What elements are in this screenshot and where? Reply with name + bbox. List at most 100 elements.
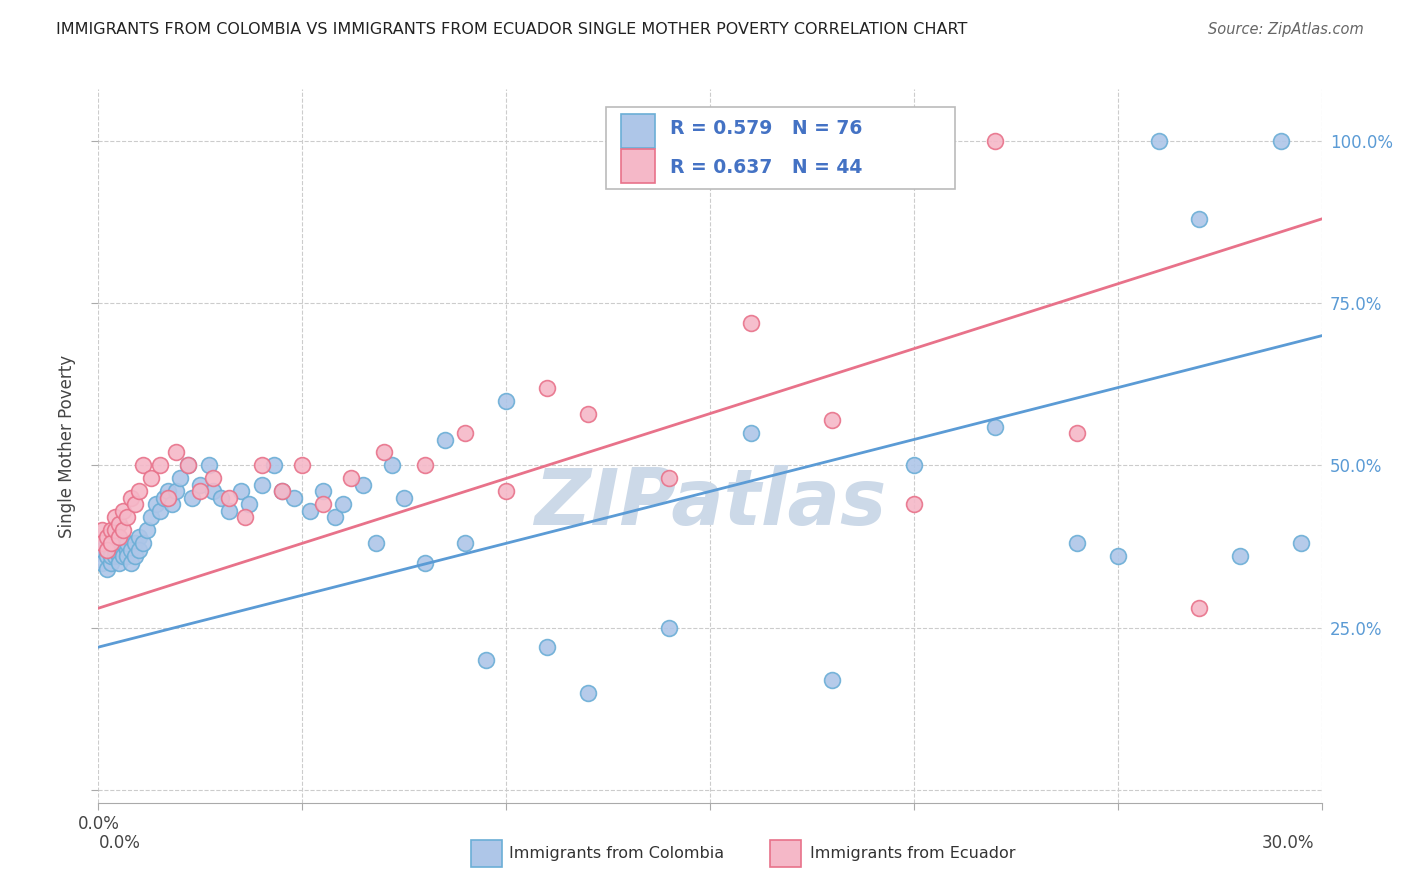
Point [392,491,416,505]
Point [270,484,294,499]
Point [181,491,204,505]
Point [100,542,122,557]
Point [1066,425,1088,440]
Point [238,497,260,511]
Point [111,549,134,564]
Point [903,497,925,511]
Text: Immigrants from Ecuador: Immigrants from Ecuador [810,847,1015,861]
Point [128,484,150,499]
Text: ZIPatlas: ZIPatlas [534,465,886,541]
Point [323,510,346,524]
Point [120,556,142,570]
FancyBboxPatch shape [620,149,655,184]
Point [903,458,925,473]
Point [149,458,172,473]
Point [104,524,127,538]
Point [111,542,134,557]
Point [1270,134,1292,148]
Point [91,556,114,570]
Y-axis label: Single Mother Poverty: Single Mother Poverty [58,354,76,538]
Point [156,491,179,505]
Point [132,458,155,473]
Point [250,478,273,492]
Point [108,536,131,550]
Point [108,549,131,564]
Text: IMMIGRANTS FROM COLOMBIA VS IMMIGRANTS FROM ECUADOR SINGLE MOTHER POVERTY CORREL: IMMIGRANTS FROM COLOMBIA VS IMMIGRANTS F… [56,22,967,37]
Text: 0.0%: 0.0% [98,834,141,852]
Point [332,497,354,511]
Point [177,458,200,473]
Point [124,549,146,564]
Point [201,484,224,499]
Point [364,536,387,550]
Point [291,458,314,473]
Point [165,445,187,459]
Point [141,471,163,485]
Point [984,419,1007,434]
Point [821,673,844,687]
Point [740,425,762,440]
Point [120,491,142,505]
Point [104,536,127,550]
Point [201,471,224,485]
Text: R = 0.579   N = 76: R = 0.579 N = 76 [669,119,862,138]
Point [312,497,335,511]
Point [495,393,517,408]
Point [209,491,232,505]
Point [111,504,134,518]
Point [1107,549,1129,564]
Point [197,458,219,473]
Point [108,556,131,570]
Point [250,458,273,473]
Point [169,471,191,485]
Point [91,524,114,538]
Text: 30.0%: 30.0% [1263,834,1315,852]
Point [218,504,240,518]
Text: Immigrants from Colombia: Immigrants from Colombia [509,847,724,861]
Point [96,530,118,544]
Point [115,536,138,550]
Point [1229,549,1251,564]
Point [1291,536,1313,550]
Point [576,407,599,421]
Point [160,497,183,511]
Point [536,381,558,395]
Point [104,542,127,557]
Point [115,542,138,557]
Point [312,484,335,499]
Point [270,484,294,499]
Point [111,536,134,550]
Point [299,504,322,518]
Point [120,542,142,557]
Point [104,510,127,524]
Point [263,458,285,473]
FancyBboxPatch shape [606,107,955,189]
Point [188,478,212,492]
Point [141,510,163,524]
Point [111,524,134,538]
Point [352,478,374,492]
Point [740,316,762,330]
Point [91,542,114,557]
Point [124,536,146,550]
Point [495,484,517,499]
Point [373,445,395,459]
Point [434,433,457,447]
Point [91,536,114,550]
Point [233,510,256,524]
Point [658,621,681,635]
Point [413,556,436,570]
Point [104,549,127,564]
Text: R = 0.637   N = 44: R = 0.637 N = 44 [669,158,862,178]
Point [156,484,179,499]
Point [177,458,200,473]
Point [100,524,122,538]
Point [381,458,404,473]
Point [658,471,681,485]
Point [115,510,138,524]
Text: Source: ZipAtlas.com: Source: ZipAtlas.com [1208,22,1364,37]
Point [576,685,599,699]
Point [454,425,477,440]
Point [132,536,155,550]
Point [115,549,138,564]
